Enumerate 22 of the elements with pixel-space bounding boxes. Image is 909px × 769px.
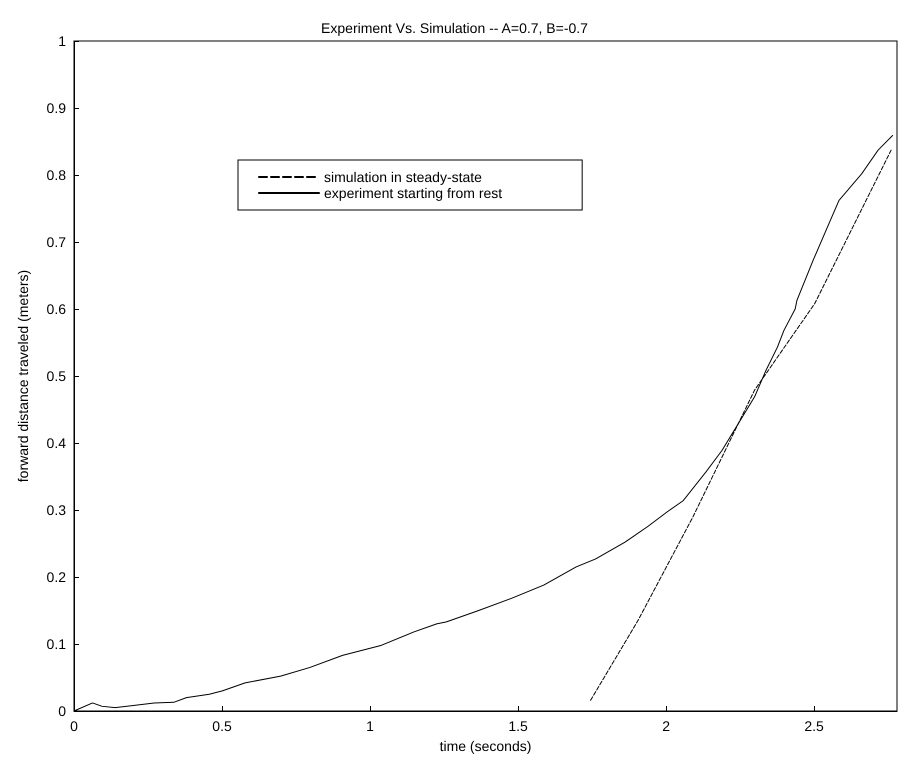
y-tick-label: 0.1 <box>46 636 66 652</box>
y-tick-label: 0.3 <box>46 502 66 518</box>
x-tick-label: 2.5 <box>804 718 824 734</box>
x-tick-label: 2 <box>662 718 670 734</box>
y-tick-label: 0.2 <box>46 569 66 585</box>
y-tick-label: 0.7 <box>46 234 66 250</box>
y-tick-label: 0.6 <box>46 301 66 317</box>
chart-title: Experiment Vs. Simulation -- A=0.7, B=-0.7 <box>321 20 588 36</box>
y-tick-label: 0.9 <box>46 100 66 116</box>
x-tick-label: 0.5 <box>212 718 232 734</box>
y-tick-label: 1 <box>58 33 66 49</box>
legend-label: simulation in steady-state <box>324 169 482 185</box>
y-tick-label: 0 <box>58 703 66 719</box>
legend-label: experiment starting from rest <box>324 185 502 201</box>
y-tick-label: 0.8 <box>46 167 66 183</box>
x-axis-title: time (seconds) <box>440 738 532 754</box>
y-tick-label: 0.4 <box>46 435 66 451</box>
x-tick-label: 1 <box>366 718 374 734</box>
y-axis-title: forward distance traveled (meters) <box>15 270 31 482</box>
x-tick-label: 0 <box>70 718 78 734</box>
y-tick-label: 0.5 <box>46 368 66 384</box>
x-tick-label: 1.5 <box>508 718 528 734</box>
